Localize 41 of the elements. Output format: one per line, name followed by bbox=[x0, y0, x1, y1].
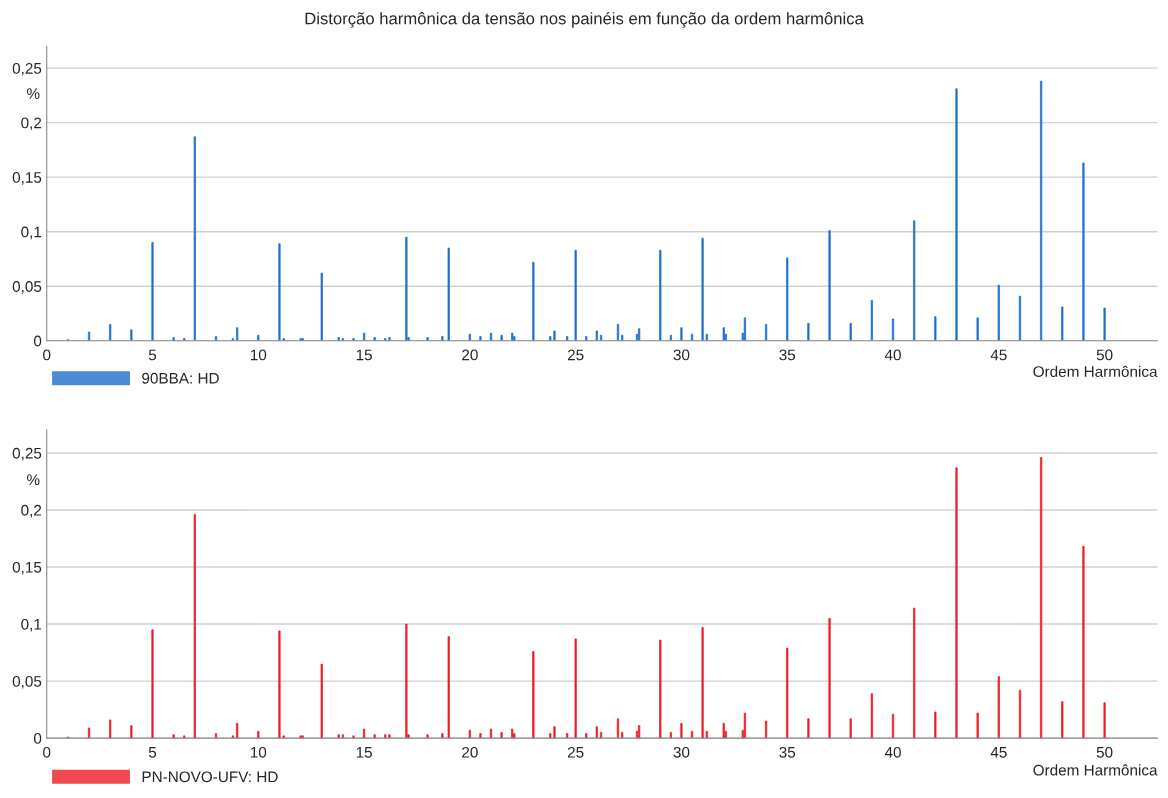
x-tick-label: 40 bbox=[884, 746, 901, 758]
y-tick-label: 0,15 bbox=[12, 561, 42, 575]
x-tick-label: 30 bbox=[673, 349, 690, 361]
x-tick-label: 25 bbox=[567, 746, 584, 758]
y-tick-label: 0,05 bbox=[12, 675, 42, 689]
y-tick-label: 0,2 bbox=[21, 504, 42, 518]
x-tick-label: 10 bbox=[250, 746, 267, 758]
x-tick-label: 25 bbox=[567, 349, 584, 361]
x-tick-label: 45 bbox=[990, 349, 1007, 361]
x-tick-label: 35 bbox=[779, 349, 796, 361]
y-tick-label: 0 bbox=[33, 733, 42, 744]
y-tick-label: 0,1 bbox=[21, 618, 42, 632]
x-tick-label: 20 bbox=[462, 349, 478, 361]
x-tick-label: 30 bbox=[673, 746, 690, 758]
legend-label: 90BBA: HD bbox=[142, 372, 219, 384]
x-tick-label: 50 bbox=[1096, 746, 1113, 758]
y-tick-label: 0,1 bbox=[21, 226, 42, 240]
y-axis-title: % bbox=[27, 474, 40, 485]
y-tick-label: 0,2 bbox=[21, 117, 42, 131]
x-tick-label: 15 bbox=[356, 747, 372, 758]
legend-label: PN-NOVO-UFV: HD bbox=[142, 771, 278, 783]
x-tick-label: 0 bbox=[43, 349, 51, 361]
x-tick-label: 5 bbox=[148, 747, 157, 758]
x-tick-label: 15 bbox=[356, 349, 372, 361]
x-tick-label: 20 bbox=[462, 746, 478, 758]
chart-title: Distorção harmônica da tensão nos painéis em função da ordem harmônica bbox=[305, 11, 864, 28]
y-tick-label: 0,15 bbox=[12, 172, 42, 185]
y-tick-label: 0,05 bbox=[12, 281, 42, 294]
x-tick-label: 45 bbox=[990, 747, 1007, 758]
x-axis-title: Ordem Harmônica bbox=[1033, 365, 1158, 377]
x-tick-label: 10 bbox=[250, 349, 267, 361]
y-tick-label: 0,25 bbox=[12, 62, 42, 76]
x-tick-label: 5 bbox=[148, 349, 157, 361]
y-axis-title: % bbox=[27, 88, 40, 99]
x-tick-label: 40 bbox=[884, 349, 901, 361]
x-axis-title: Ordem Harmônica bbox=[1033, 764, 1158, 776]
y-tick-label: 0,25 bbox=[12, 447, 42, 461]
x-tick-label: 35 bbox=[779, 746, 796, 758]
x-tick-label: 0 bbox=[43, 746, 51, 758]
y-tick-label: 0 bbox=[33, 335, 42, 347]
x-tick-label: 50 bbox=[1096, 349, 1113, 361]
